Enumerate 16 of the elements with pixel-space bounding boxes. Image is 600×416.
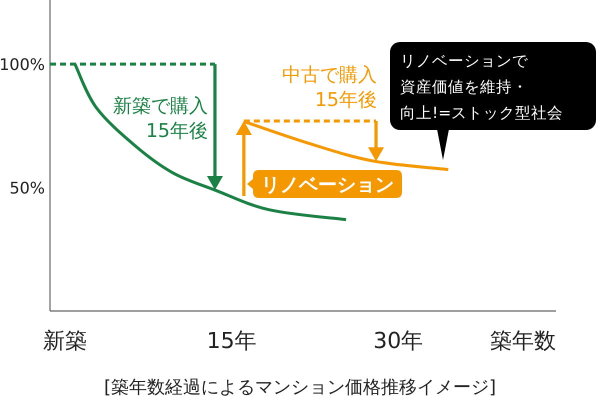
annotation: 15年後 xyxy=(146,120,208,142)
annotation: 向上!=ストック型社会 xyxy=(400,104,564,122)
y-tick-label: 100% xyxy=(0,55,45,74)
annotation: リノベーション xyxy=(261,174,394,196)
annotation: リノベーション xyxy=(247,170,402,198)
x-axis-title: 築年数 xyxy=(490,329,556,354)
annotation: 新築で購入 xyxy=(113,95,208,117)
text: [築年数経過によるマンション価格推移イメージ] xyxy=(104,377,496,398)
annotation: 15年後 xyxy=(314,89,377,111)
x-tick-label: 30年 xyxy=(373,329,424,354)
x-tick-label: 新築 xyxy=(42,329,87,354)
annotation: 資産価値を維持・ xyxy=(400,78,528,96)
annotation: リノベーションで xyxy=(400,52,528,70)
x-tick-label: 15年 xyxy=(206,329,257,354)
y-tick-label: 50% xyxy=(9,178,45,198)
annotation: 中古で購入 xyxy=(282,64,377,86)
